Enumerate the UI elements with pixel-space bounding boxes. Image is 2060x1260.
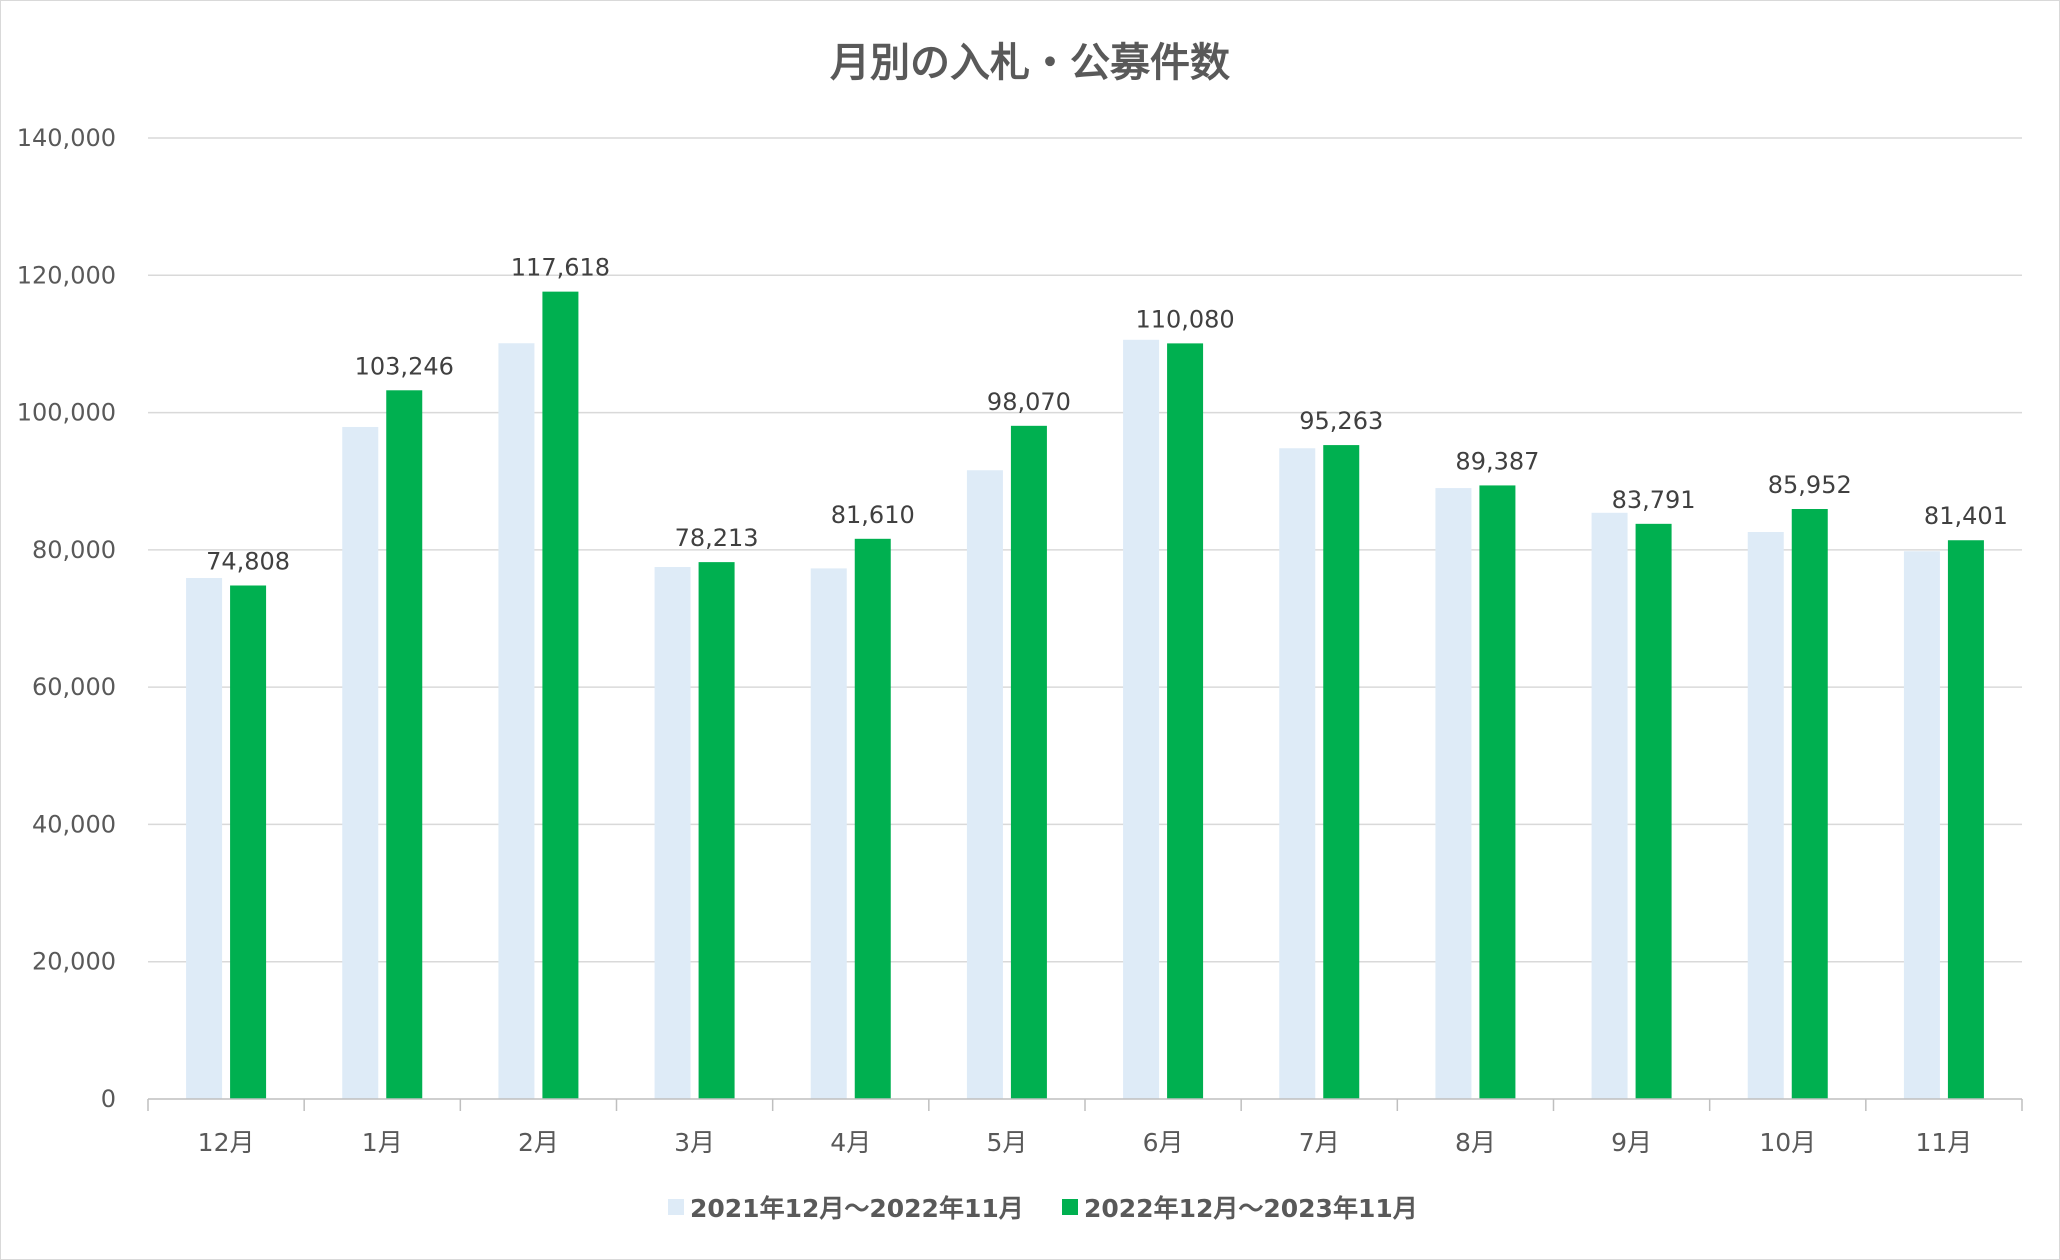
- bar-series-1-4月: [810, 568, 847, 1099]
- legend: 2021年12月～2022年11月 2022年12月～2023年11月: [668, 1194, 1418, 1223]
- data-label: 81,401: [1924, 502, 2008, 530]
- x-tick-label: 6月: [1143, 1128, 1184, 1157]
- bar-series-2-5月: [1010, 425, 1047, 1100]
- bar-series-1-9月: [1591, 512, 1628, 1099]
- y-tick-label: 60,000: [32, 673, 116, 701]
- bar-series-2-7月: [1323, 445, 1360, 1100]
- bar-series-2-4月: [854, 538, 891, 1099]
- bar-series-2-6月: [1167, 343, 1204, 1100]
- x-tick-label: 4月: [830, 1128, 871, 1157]
- x-tick-label: 12月: [198, 1128, 255, 1157]
- y-tick-label: 20,000: [32, 948, 116, 976]
- bar-series-1-12月: [186, 578, 223, 1099]
- y-tick-label: 0: [101, 1085, 116, 1113]
- y-tick-label: 120,000: [17, 261, 116, 289]
- bar-series-1-10月: [1747, 532, 1784, 1099]
- legend-swatch-series-2: [1062, 1199, 1078, 1215]
- bar-series-1-5月: [966, 470, 1003, 1099]
- data-label: 117,618: [511, 254, 610, 282]
- data-label: 78,213: [675, 524, 759, 552]
- x-tick-label: 9月: [1611, 1128, 1652, 1157]
- data-label: 74,808: [206, 547, 290, 575]
- bar-series-2-3月: [698, 562, 735, 1099]
- bar-series-2-9月: [1635, 523, 1672, 1099]
- bar-series-1-1月: [342, 426, 379, 1099]
- data-label: 89,387: [1455, 447, 1539, 475]
- x-axis: [147, 1098, 2023, 1111]
- x-tick-label: 5月: [986, 1128, 1027, 1157]
- bar-series-1-7月: [1279, 448, 1316, 1099]
- bars: [186, 291, 1984, 1100]
- bar-series-1-6月: [1123, 339, 1160, 1099]
- chart-title: 月別の入札・公募件数: [830, 40, 1230, 86]
- y-tick-label: 80,000: [32, 536, 116, 564]
- y-tick-label: 140,000: [17, 124, 116, 152]
- x-tick-label: 3月: [674, 1128, 715, 1157]
- y-axis-tick-labels: 0 20,000 40,000 60,000 80,000 100,000 120,000 1…: [17, 124, 116, 1113]
- x-tick-label: 7月: [1299, 1128, 1340, 1157]
- data-label: 85,952: [1768, 471, 1852, 499]
- legend-swatch-series-1: [668, 1199, 684, 1215]
- data-labels: 74,808 103,246 117,618 78,213 81,610 98,070 11…: [206, 254, 2008, 576]
- y-tick-label: 40,000: [32, 810, 116, 838]
- bar-series-1-11月: [1903, 551, 1940, 1099]
- data-label: 81,610: [831, 501, 915, 529]
- data-label: 98,070: [987, 388, 1071, 416]
- bar-series-2-8月: [1479, 485, 1516, 1099]
- bar-series-1-3月: [654, 567, 691, 1099]
- bar-series-1-8月: [1435, 488, 1472, 1099]
- bar-series-2-10月: [1791, 509, 1828, 1099]
- bar-series-1-2月: [498, 343, 535, 1099]
- data-label: 103,246: [355, 352, 454, 380]
- data-label: 95,263: [1299, 407, 1383, 435]
- x-tick-label: 2月: [518, 1128, 559, 1157]
- x-tick-label: 1月: [362, 1128, 403, 1157]
- bar-series-2-12月: [230, 585, 267, 1099]
- x-tick-label: 10月: [1759, 1128, 1816, 1157]
- bar-series-2-2月: [542, 291, 579, 1099]
- x-tick-label: 8月: [1455, 1128, 1496, 1157]
- legend-label-series-2: 2022年12月～2023年11月: [1084, 1194, 1418, 1223]
- data-label: 110,080: [1135, 305, 1234, 333]
- bar-series-2-1月: [386, 390, 423, 1100]
- x-axis-tick-labels: 12月 1月 2月 3月 4月 5月 6月 7月 8月 9月 10月 11月: [198, 1128, 1973, 1157]
- data-label: 83,791: [1612, 486, 1696, 514]
- y-tick-label: 100,000: [17, 399, 116, 427]
- x-tick-label: 11月: [1916, 1128, 1973, 1157]
- gridlines: [148, 137, 2022, 963]
- bar-series-2-11月: [1947, 540, 1984, 1099]
- legend-label-series-1: 2021年12月～2022年11月: [690, 1194, 1024, 1223]
